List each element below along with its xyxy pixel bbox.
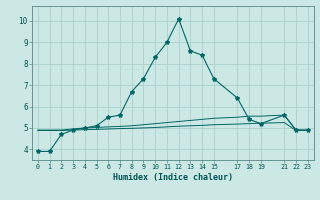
X-axis label: Humidex (Indice chaleur): Humidex (Indice chaleur) xyxy=(113,173,233,182)
